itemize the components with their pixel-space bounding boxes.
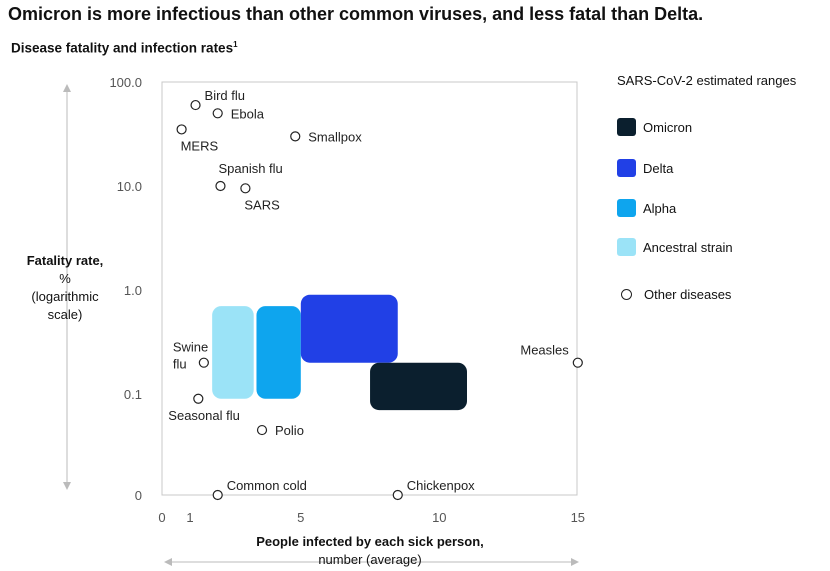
point-bird-flu (190, 99, 201, 111)
y-axis-label-unit: % (59, 271, 71, 286)
y-tick-labels: 0 0.1 1.0 10.0 100.0 (109, 75, 142, 503)
point-label: Seasonal flu (168, 408, 240, 423)
chart-subtitle: Disease fatality and infection rates1 (11, 40, 238, 56)
sars-cov-2-ranges (212, 294, 467, 411)
legend-title: SARS-CoV-2 estimated ranges (617, 73, 797, 88)
legend-item-omicron: Omicron (617, 118, 692, 136)
legend: SARS-CoV-2 estimated ranges Omicron Delt… (617, 72, 827, 302)
x-tick-label: 0 (158, 510, 165, 525)
ancestral-swatch (617, 238, 636, 256)
point-measles (572, 357, 583, 368)
delta-swatch (617, 159, 636, 177)
x-axis-label: People infected by each sick person, num… (200, 533, 540, 569)
point-common-cold (212, 489, 223, 501)
point-label: MERS (181, 138, 219, 153)
point-seasonal-flu (193, 393, 204, 404)
subtitle-text: Disease fatality and infection rates (11, 40, 234, 56)
x-axis-arrow-left (164, 558, 172, 566)
y-axis-label-note: (logarithmic scale) (31, 289, 99, 322)
chart-title: Omicron is more infectious than other co… (8, 4, 704, 24)
range-omicron (370, 362, 467, 411)
legend-item-ancestral: Ancestral strain (617, 238, 733, 256)
circle-icon (621, 289, 632, 300)
legend-label-omicron: Omicron (643, 119, 693, 135)
point-label: flu (173, 357, 187, 372)
x-tick-labels: 0 1 5 10 15 (158, 510, 585, 525)
y-axis-arrow-down (63, 482, 71, 490)
omicron-swatch (617, 118, 636, 136)
disease-points: Bird flu Ebola MERS Smallpox Spanish flu SARS… (168, 88, 583, 501)
point-label: Bird flu (205, 88, 245, 103)
y-tick-label: 0.1 (124, 387, 142, 402)
alpha-swatch (617, 199, 636, 217)
y-tick-label: 10.0 (117, 179, 142, 194)
y-tick-label: 1.0 (124, 283, 142, 298)
x-axis-label-bold: People infected by each sick person, (256, 534, 484, 549)
legend-label-delta: Delta (643, 160, 674, 176)
point-label: Ebola (231, 106, 265, 121)
point-label: Polio (275, 423, 304, 438)
legend-label-ancestral: Ancestral strain (643, 239, 733, 255)
point-polio (256, 424, 268, 436)
legend-item-alpha: Alpha (617, 199, 676, 217)
point-label: Spanish flu (218, 161, 282, 176)
legend-label-other: Other diseases (644, 287, 732, 302)
point-label: Common cold (227, 478, 307, 493)
range-alpha (256, 306, 301, 399)
plot-frame (161, 81, 578, 496)
point-ebola (212, 108, 223, 119)
point-label: SARS (244, 197, 280, 212)
range-ancestral-strain (212, 306, 254, 399)
point-spanish-flu (215, 180, 226, 192)
legend-item-other: Other diseases (617, 287, 731, 302)
point-smallpox (290, 131, 301, 142)
x-axis-arrow-right (571, 558, 579, 566)
subtitle-footnote: 1 (233, 40, 238, 49)
x-tick-label: 1 (186, 510, 193, 525)
point-swine-flu (198, 357, 209, 368)
y-axis-label: Fatality rate, % (logarithmic scale) (20, 252, 110, 324)
x-tick-label: 10 (432, 510, 446, 525)
y-tick-label: 100.0 (109, 75, 142, 90)
point-label: Swine (173, 340, 208, 355)
x-tick-label: 15 (571, 510, 585, 525)
point-label: Smallpox (308, 129, 362, 144)
y-tick-label: 0 (135, 488, 142, 503)
point-chickenpox (392, 489, 403, 501)
point-mers (176, 124, 187, 135)
x-tick-label: 5 (297, 510, 304, 525)
range-delta (300, 294, 398, 363)
legend-label-alpha: Alpha (643, 200, 677, 216)
point-label: Chickenpox (407, 478, 475, 493)
chart-axes (63, 81, 579, 566)
x-axis-label-rest: number (average) (318, 552, 422, 567)
point-label: Measles (520, 343, 569, 358)
y-axis-arrow-up (63, 84, 71, 92)
y-axis-label-bold: Fatality rate, (26, 253, 104, 268)
point-sars (240, 183, 251, 194)
legend-item-delta: Delta (617, 159, 673, 177)
